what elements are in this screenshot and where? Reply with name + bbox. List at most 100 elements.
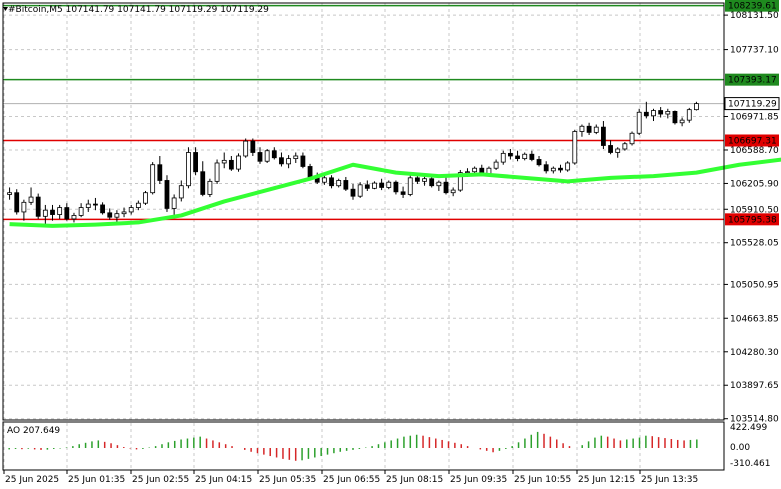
- candle-body: [321, 177, 327, 183]
- dropdown-arrow-icon[interactable]: [3, 7, 8, 11]
- candle-body: [7, 192, 12, 195]
- candle-body: [236, 155, 241, 170]
- candle-body: [522, 153, 528, 160]
- y-tick-label: 104663.85: [730, 314, 779, 324]
- candle-body: [586, 125, 592, 133]
- ao-label: AO 207.649: [7, 426, 60, 436]
- candle-body: [593, 126, 599, 133]
- candle-body: [400, 191, 406, 195]
- candle-body: [293, 155, 299, 160]
- candle-body: [329, 177, 334, 187]
- candle-body: [379, 182, 385, 188]
- candle-body: [515, 155, 520, 160]
- x-tick-label: 25 Jun 12:15: [578, 475, 635, 485]
- y-tick-label: 105910.50: [730, 205, 779, 215]
- candle-body: [608, 145, 613, 153]
- candle-body: [221, 159, 227, 164]
- candle-body: [450, 189, 456, 194]
- candle-body: [257, 152, 263, 162]
- candle-body: [264, 150, 270, 162]
- x-tick-label: 25 Jun 09:35: [450, 475, 507, 485]
- candle-body: [150, 164, 156, 194]
- candle-body: [422, 178, 427, 182]
- candle-body: [364, 184, 370, 189]
- candle-body: [186, 152, 191, 187]
- candle-body: [686, 109, 692, 121]
- candle-body: [164, 180, 170, 209]
- frames: [2, 2, 725, 471]
- main-frame: [2, 2, 725, 421]
- candle-body: [622, 143, 628, 150]
- time-axis: 25 Jun 2025 25 Jun 01:35 25 Jun 02:55 25 Ju…: [3, 470, 698, 485]
- candle-body: [78, 207, 84, 216]
- candle-body: [357, 184, 363, 197]
- candle-body: [214, 162, 220, 182]
- x-tick-label: 25 Jun 01:35: [68, 475, 125, 485]
- candle-body: [615, 148, 621, 153]
- candle-body: [429, 178, 435, 187]
- candle-body: [250, 140, 256, 153]
- x-tick-label: 25 Jun 06:55: [323, 475, 380, 485]
- candle-body: [64, 207, 70, 220]
- candle-body: [178, 185, 184, 199]
- candle-body: [336, 180, 342, 187]
- candle-body: [529, 153, 535, 160]
- candle-body: [286, 158, 292, 165]
- y-tick-label: 107737.10: [730, 46, 779, 56]
- candle-body: [486, 167, 492, 174]
- candle-body: [543, 164, 549, 172]
- candle-body: [193, 152, 198, 173]
- grid: [3, 3, 724, 470]
- x-tick-label: 25 Jun 2025: [5, 475, 59, 485]
- candle-body: [207, 180, 213, 195]
- candle-body: [200, 171, 206, 195]
- candle-body: [472, 167, 478, 173]
- candles: [7, 101, 699, 226]
- x-tick-label: 25 Jun 05:35: [259, 475, 316, 485]
- candle-body: [601, 126, 606, 146]
- candle-body: [143, 192, 148, 204]
- candle-body: [629, 132, 635, 145]
- x-tick-label: 25 Jun 02:55: [132, 475, 189, 485]
- level-106697-tag: [725, 134, 779, 147]
- candle-body: [42, 209, 48, 217]
- candle-body: [493, 161, 499, 169]
- candle-body: [436, 181, 442, 187]
- ao-frame: [2, 421, 725, 471]
- symbol-header: #Bitcoin,M5 107141.79 107141.79 107119.2…: [8, 5, 269, 15]
- candle-body: [57, 207, 63, 215]
- x-tick-label: 25 Jun 13:35: [641, 475, 698, 485]
- candle-body: [350, 188, 356, 197]
- y-tick-label: 105528.05: [730, 239, 779, 249]
- candle-body: [50, 209, 55, 215]
- candle-body: [672, 111, 678, 124]
- candle-body: [386, 181, 392, 188]
- candle-body: [135, 202, 141, 208]
- level-107393-tag: [725, 73, 779, 86]
- candle-body: [550, 167, 556, 172]
- candle-body: [572, 131, 578, 164]
- candle-body: [300, 155, 306, 167]
- candle-body: [636, 111, 642, 134]
- candle-body: [500, 152, 506, 163]
- candle-body: [228, 159, 234, 170]
- y-tick-label: 105050.95: [730, 280, 779, 290]
- level-108239-tag-label: 108239.61: [728, 2, 777, 12]
- candle-body: [643, 111, 649, 117]
- candle-body: [665, 111, 671, 115]
- y-tick-label: 106205.90: [730, 179, 779, 189]
- y-tick-label: 106588.70: [730, 146, 779, 156]
- candle-body: [679, 119, 685, 124]
- ao-panel: [8, 431, 698, 461]
- level-107393-tag-label: 107393.17: [728, 76, 777, 86]
- ao-zero-label: 0.00: [730, 443, 750, 453]
- candle-body: [558, 167, 563, 171]
- candle-body: [694, 103, 699, 111]
- candle-body: [343, 180, 349, 190]
- ma-line: [9, 157, 781, 228]
- candle-body: [536, 159, 542, 166]
- candle-body: [393, 181, 399, 193]
- candle-body: [14, 192, 20, 213]
- candle-body: [307, 166, 313, 179]
